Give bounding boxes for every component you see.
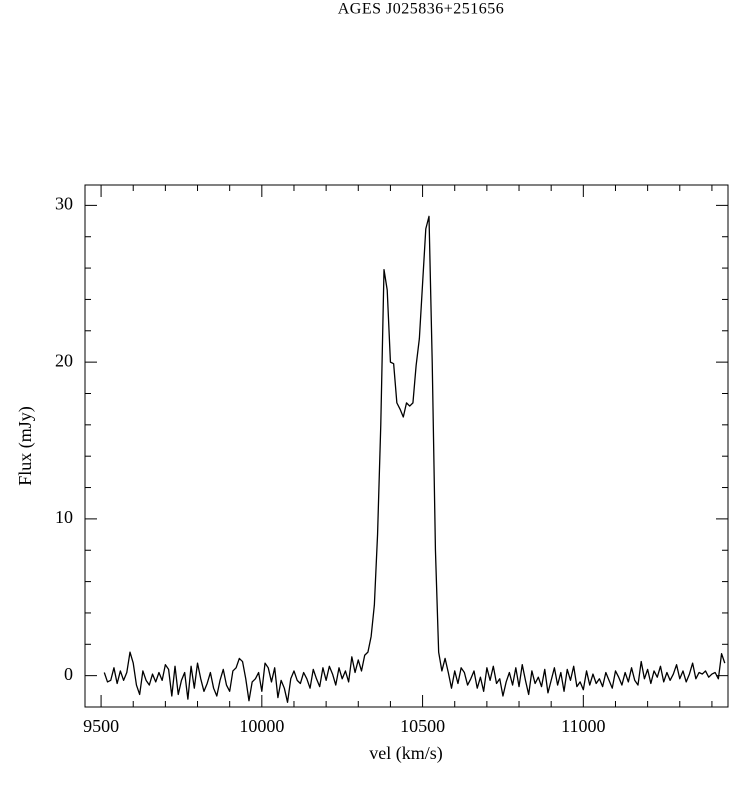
y-axis-label: Flux (mJy) [15,406,36,486]
x-axis-label: vel (km/s) [369,743,443,764]
y-tick-label: 30 [55,194,73,214]
y-tick-label: 10 [55,507,73,527]
y-tick-label: 0 [64,664,73,684]
spectrum-line [103,215,726,703]
x-tick-label: 10000 [239,716,284,736]
plot-frame [84,184,729,708]
x-tick-label: 10500 [400,716,445,736]
y-tick-label: 20 [55,350,73,370]
chart-title: AGES J025836+251656 [338,1,505,18]
x-tick-label: 11000 [561,716,605,736]
x-tick-label: 9500 [83,716,119,736]
